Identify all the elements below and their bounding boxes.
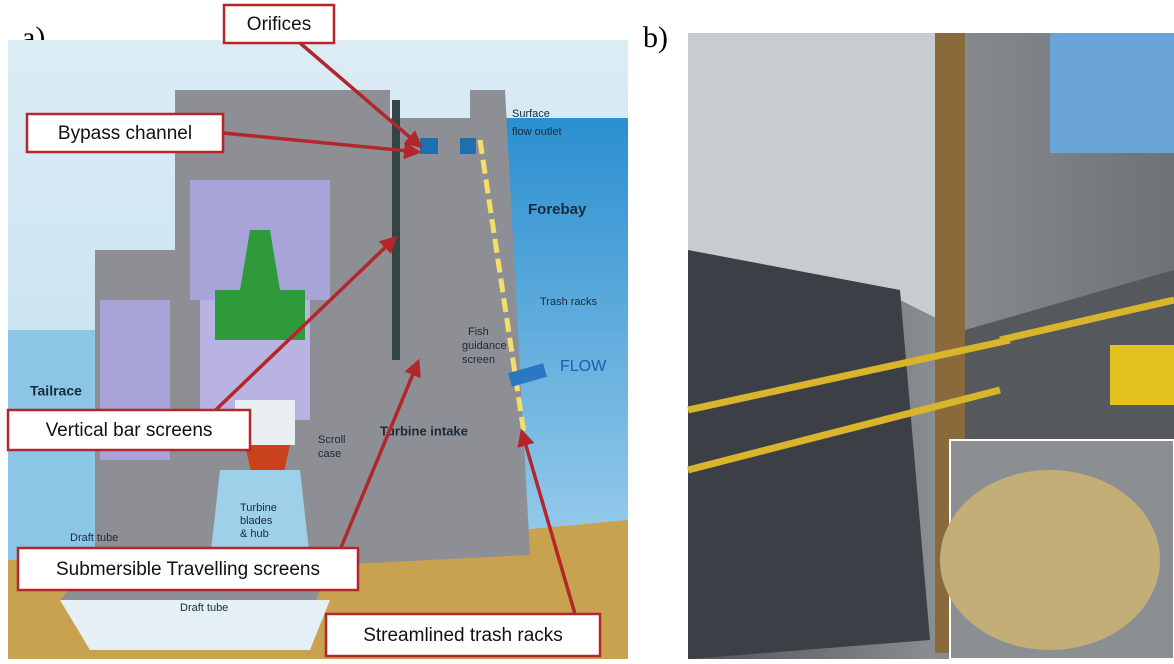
diagram-label: flow outlet <box>512 126 562 138</box>
diagram-label: Draft tube <box>180 602 228 614</box>
diagram-label: Turbine <box>240 502 277 514</box>
callout: Orifices <box>247 14 311 35</box>
diagram-label: Tailrace <box>30 383 82 399</box>
shape <box>1110 345 1174 405</box>
figure: a) b) Surface flow outlet Forebay Trash … <box>0 0 1174 659</box>
shape <box>940 470 1160 650</box>
diagram-label: & hub <box>240 528 269 540</box>
diagram-label: Trash racks <box>540 296 598 308</box>
callout: Vertical bar screens <box>46 420 213 441</box>
diagram-label: Fish <box>468 326 489 338</box>
diagram-label: Draft tube <box>70 532 118 544</box>
diagram-label: FLOW <box>560 358 607 375</box>
diagram-label: case <box>318 448 341 460</box>
diagram-label: Surface <box>512 108 550 120</box>
shape <box>460 138 476 154</box>
diagram-label: guidance <box>462 340 507 352</box>
diagram-label: Forebay <box>528 201 587 218</box>
diagram-label: blades <box>240 515 273 527</box>
panel-label: b) <box>643 21 668 54</box>
callout: Submersible Travelling screens <box>56 559 320 580</box>
shape <box>510 370 545 380</box>
diagram-label: Scroll <box>318 434 346 446</box>
shape <box>420 138 438 154</box>
photo <box>688 33 1174 659</box>
diagram-label: screen <box>462 354 495 366</box>
callout: Bypass channel <box>58 123 192 144</box>
shape <box>688 250 930 659</box>
shape <box>1050 33 1174 153</box>
callout: Streamlined trash racks <box>363 625 563 646</box>
shape <box>215 290 305 340</box>
shape <box>392 100 400 360</box>
